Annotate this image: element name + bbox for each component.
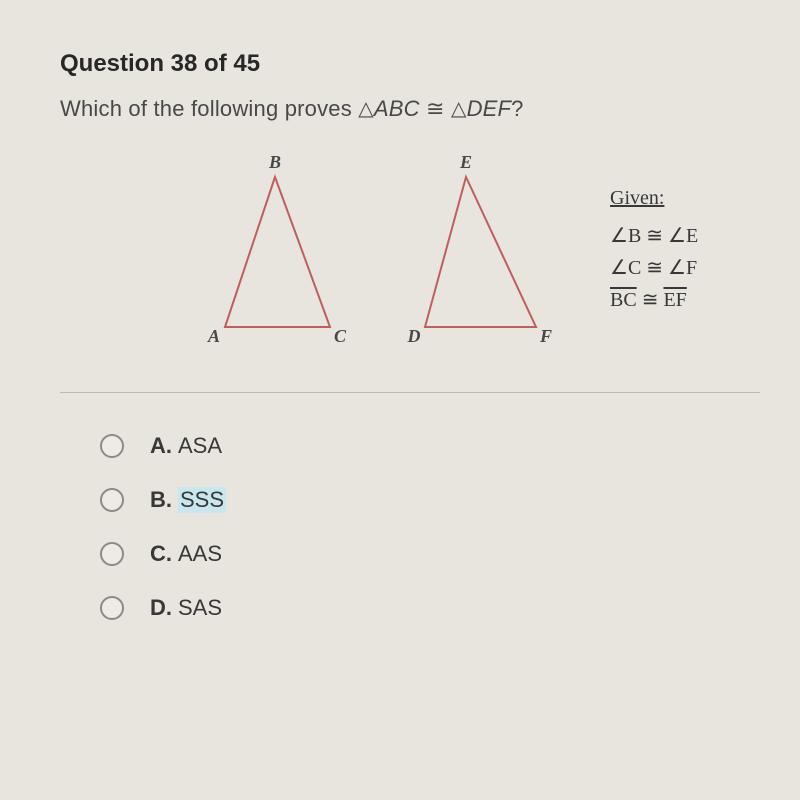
radio-d[interactable] <box>100 596 124 620</box>
figure-pair: B A C E D F <box>200 152 560 352</box>
triangle-symbol-1: △ <box>358 98 374 120</box>
vertex-label-c: C <box>334 326 347 346</box>
tri-def: DEF <box>467 96 512 121</box>
given-3-left: BC <box>610 289 637 311</box>
triangle-symbol-2: △ <box>451 98 467 120</box>
option-a-text: ASA <box>178 433 222 459</box>
radio-b[interactable] <box>100 488 124 512</box>
option-c[interactable]: C. AAS <box>100 541 760 567</box>
option-c-text: AAS <box>178 541 222 567</box>
vertex-label-f: F <box>539 326 552 346</box>
option-b-text: SSS <box>178 487 226 513</box>
option-c-letter: C. <box>150 541 172 567</box>
given-1-right: E <box>686 225 698 247</box>
option-b-letter: B. <box>150 487 172 513</box>
option-b[interactable]: B. SSS <box>100 487 760 513</box>
answer-options: A. ASA B. SSS C. AAS D. SAS <box>60 433 760 621</box>
given-2-left: C <box>628 257 641 279</box>
option-d-letter: D. <box>150 595 172 621</box>
given-3-right: EF <box>663 289 686 311</box>
triangle-abc: B A C <box>200 152 360 352</box>
triangle-def: E D F <box>400 152 560 352</box>
radio-c[interactable] <box>100 542 124 566</box>
prompt-suffix: ? <box>511 96 523 121</box>
prompt-prefix: Which of the following proves <box>60 96 358 121</box>
given-2-right: F <box>686 257 697 279</box>
vertex-label-a: A <box>207 326 220 346</box>
vertex-label-b: B <box>268 152 281 172</box>
option-a-letter: A. <box>150 433 172 459</box>
given-line-1: ∠B ≅ ∠E <box>610 220 698 252</box>
option-a[interactable]: A. ASA <box>100 433 760 459</box>
section-divider <box>60 392 760 393</box>
tri-abc: ABC <box>374 96 420 121</box>
radio-a[interactable] <box>100 434 124 458</box>
given-block: Given: ∠B ≅ ∠E ∠C ≅ ∠F BC ≅ EF <box>610 182 698 316</box>
given-line-2: ∠C ≅ ∠F <box>610 252 698 284</box>
question-header: Question 38 of 45 <box>60 50 760 78</box>
option-d-text: SAS <box>178 595 222 621</box>
vertex-label-e: E <box>459 152 472 172</box>
given-line-3: BC ≅ EF <box>610 284 698 316</box>
given-1-left: B <box>628 225 641 247</box>
given-title: Given: <box>610 182 698 214</box>
congruent-symbol: ≅ <box>426 96 445 121</box>
question-prompt: Which of the following proves △ABC ≅ △DE… <box>60 96 760 122</box>
option-d[interactable]: D. SAS <box>100 595 760 621</box>
vertex-label-d: D <box>407 326 421 346</box>
